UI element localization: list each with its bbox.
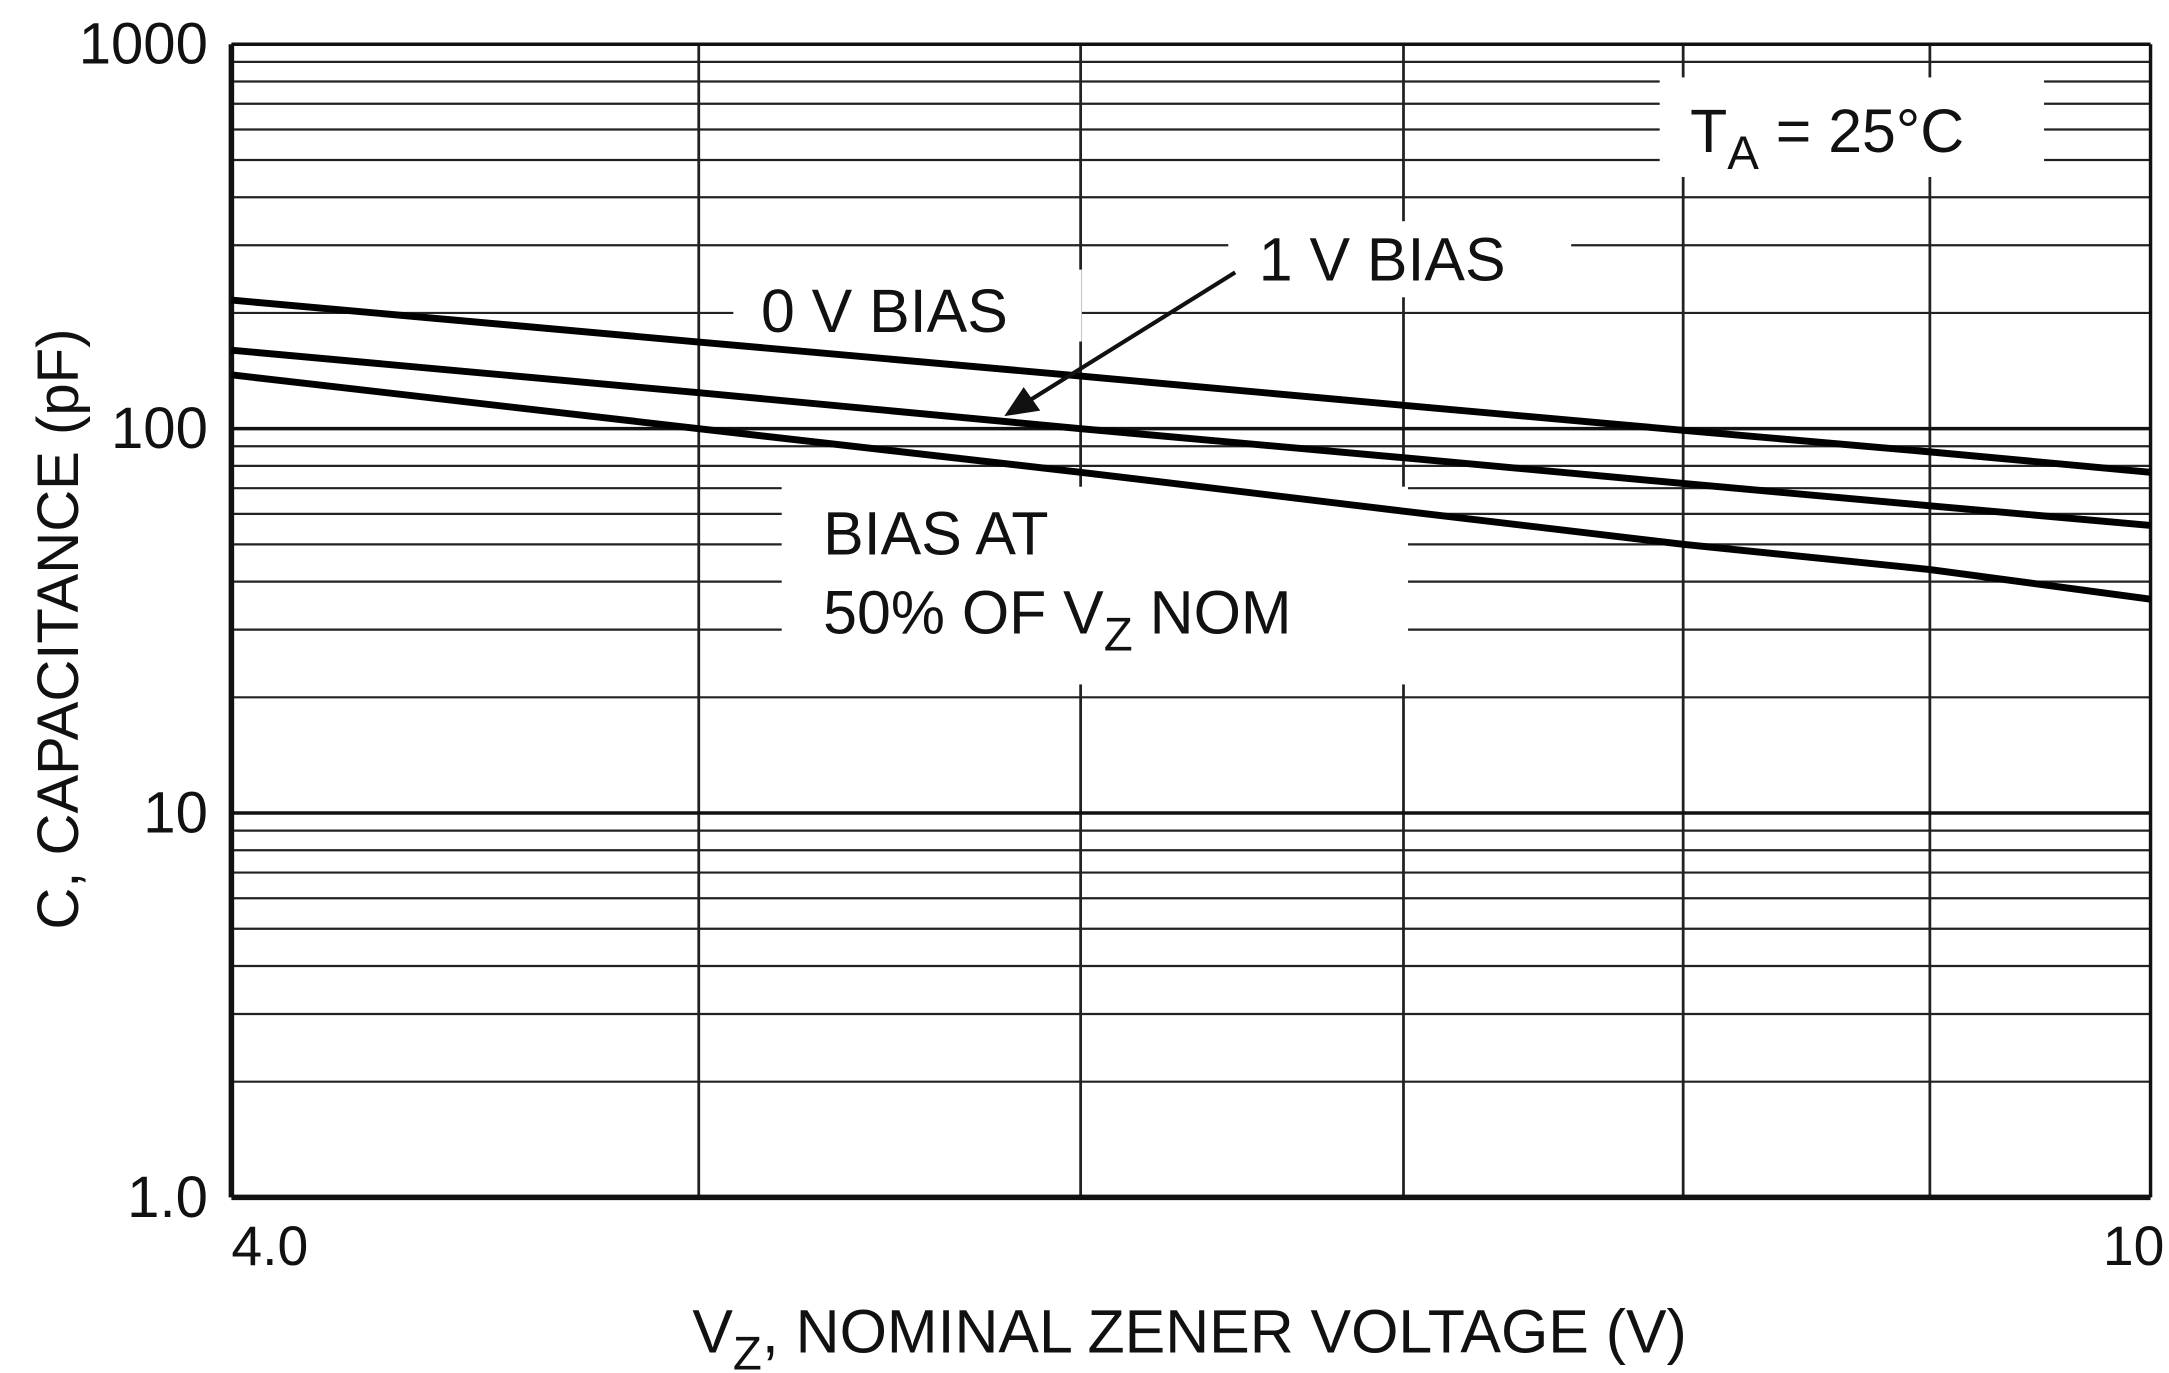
label-box	[733, 269, 1082, 342]
label-part: T	[1690, 97, 1727, 165]
arrow-head	[1004, 387, 1041, 417]
label-part: , NOMINAL ZENER VOLTAGE (V)	[762, 1297, 1687, 1365]
arrow	[1025, 270, 1237, 405]
label-part: 0 V BIAS	[761, 277, 1008, 345]
label-part: BIAS AT	[823, 499, 1048, 567]
annotation: 1 V BIAS	[1259, 226, 1506, 294]
label-part: NOM	[1133, 578, 1292, 646]
curve	[230, 371, 2152, 603]
label-part: V	[692, 1297, 733, 1365]
y-tick-label: 10	[143, 780, 208, 845]
label-part: = 25°C	[1759, 97, 1964, 165]
label-part: 1 V BIAS	[1259, 226, 1506, 294]
y-tick-label: 1.0	[127, 1165, 208, 1230]
annotation: 50% OF VZ NOM	[823, 578, 1291, 661]
curve	[231, 346, 2151, 529]
label-part: 50% OF V	[823, 578, 1104, 646]
labels: 1.0 10 100 1000 4.0 10 0 V BIAS 1 V BIAS BIAS AT…	[26, 12, 2164, 1373]
x-axis-label: VZ, NOMINAL ZENER VOLTAGE (V)	[692, 1297, 1687, 1373]
label-box	[1228, 221, 1572, 298]
label-part: A	[1727, 127, 1759, 180]
annotation: BIAS AT	[823, 499, 1048, 567]
label-box	[1659, 77, 2045, 177]
curves	[230, 296, 2152, 603]
label-part: Z	[733, 1327, 762, 1373]
label-box	[781, 486, 1409, 685]
label-part: Z	[1104, 608, 1133, 661]
x-tick-label: 4.0	[231, 1215, 308, 1277]
y-tick-label: 1000	[79, 12, 208, 77]
annotation: 0 V BIAS	[761, 277, 1008, 345]
label-boxes	[733, 77, 2045, 685]
y-axis-label: C, CAPACITANCE (pF)	[26, 329, 91, 930]
curve	[231, 296, 2151, 476]
annotation: TA = 25°C	[1690, 97, 1964, 180]
x-tick-label: 10	[2103, 1215, 2165, 1277]
y-tick-label: 100	[111, 396, 208, 461]
